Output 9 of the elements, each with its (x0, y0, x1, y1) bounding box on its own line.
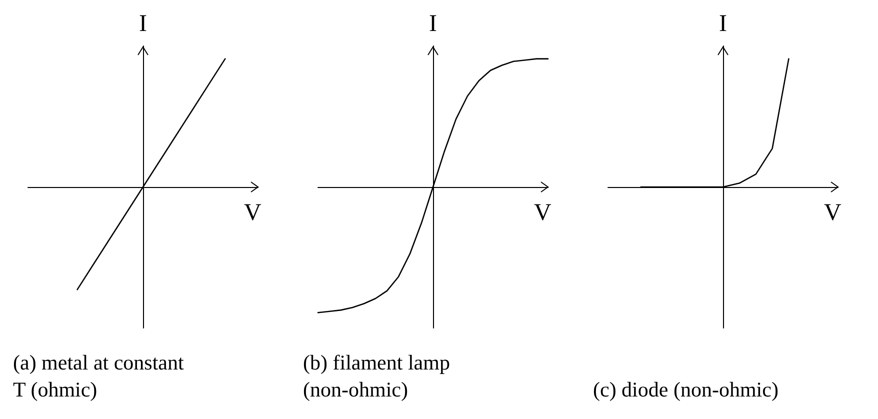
x-axis-title: V (824, 200, 842, 226)
text: (c) diode (non-ohmic) (593, 378, 778, 402)
y-axis-title: I (719, 11, 727, 37)
text: (b) filament lamp (non-ohmic) (303, 350, 456, 402)
text: (a) metal at constant T (ohmic) (13, 350, 190, 402)
x-axis-title: V (244, 200, 262, 226)
y-axis-title: I (429, 11, 437, 37)
x-axis-title: V (534, 200, 552, 226)
y-axis-title: I (139, 11, 147, 37)
